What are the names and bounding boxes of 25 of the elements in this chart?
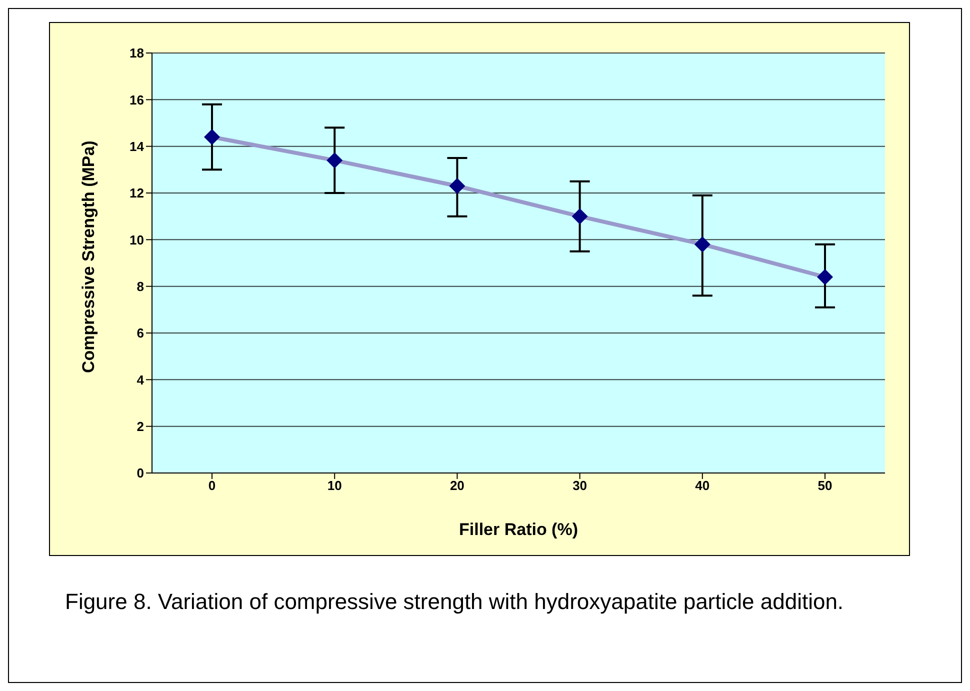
point <box>694 236 710 252</box>
y-axis-title: Compressive Strength (MPa) <box>79 140 98 373</box>
x-tick-label: 10 <box>327 478 342 494</box>
y-tick-label: 6 <box>136 326 144 341</box>
y-tick-label: 0 <box>136 466 144 481</box>
point <box>572 208 588 224</box>
x-tick-label: 30 <box>572 478 588 494</box>
y-tick-label: 8 <box>136 278 144 294</box>
x-tick-label: 20 <box>450 478 464 494</box>
point <box>449 178 466 194</box>
y-tick-label: 16 <box>130 92 144 108</box>
x-tick-label: 50 <box>818 478 832 494</box>
x-axis-title: Filler Ratio (%) <box>458 520 578 539</box>
y-tick-label: 18 <box>130 46 144 61</box>
y-tick-label: 10 <box>130 232 144 248</box>
y-tick-label: 14 <box>130 138 145 154</box>
y-tick-label: 12 <box>130 186 144 201</box>
point <box>817 269 833 285</box>
y-tick-label: 2 <box>136 418 144 434</box>
x-tick-label: 40 <box>695 478 710 494</box>
x-tick-label: 0 <box>208 478 216 494</box>
point <box>204 129 220 145</box>
caption: Figure 8. Variation of compressive strength with hydroxyapatite particle addition. <box>65 589 845 615</box>
point <box>326 152 343 168</box>
y-tick-label: 4 <box>136 372 145 388</box>
